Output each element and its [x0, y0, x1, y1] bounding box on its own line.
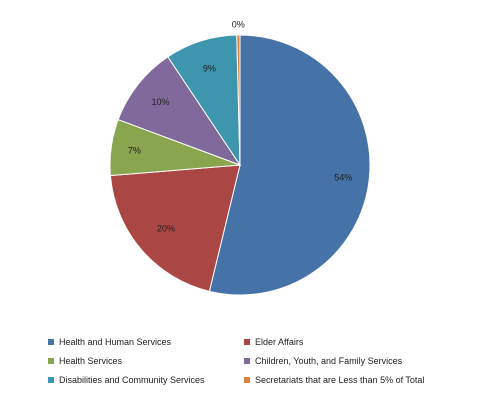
legend-item-secretariats-less-than-5-percent: Secretariats that are Less than 5% of To…: [244, 372, 468, 387]
legend-item-elder-affairs: Elder Affairs: [244, 334, 468, 349]
pie-slice-secretariats-that-are-less-than-5-of-total: [236, 34, 241, 166]
slice-data-label: 0%: [232, 20, 245, 30]
slice-data-label: 20%: [157, 223, 175, 233]
legend-swatch: [48, 338, 54, 345]
legend-swatch: [48, 376, 54, 383]
legend-label: Secretariats that are Less than 5% of To…: [255, 374, 425, 385]
legend-swatch: [244, 338, 250, 345]
legend-item-health-and-human-services: Health and Human Services: [48, 334, 244, 349]
slice-data-label: 10%: [151, 97, 169, 107]
pie-slice-elder-affairs: [109, 164, 241, 292]
legend-item-disabilities-community-services: Disabilities and Community Services: [48, 372, 244, 387]
pie-slice-health-and-human-services: [208, 34, 371, 296]
slice-data-label: 7%: [128, 145, 141, 155]
slice-data-label: 9%: [203, 63, 216, 73]
legend-label: Children, Youth, and Family Services: [255, 355, 403, 366]
pie-slice-children-youth-and-family-services: [117, 56, 242, 167]
legend-label: Disabilities and Community Services: [59, 374, 205, 385]
legend-swatch: [244, 357, 250, 364]
legend-label: Health and Human Services: [59, 336, 172, 347]
legend-swatch: [48, 357, 54, 364]
legend-item-health-services: Health Services: [48, 353, 244, 368]
pie-slice-labels: 54% 20% 7% 10% 9% 0%: [128, 20, 352, 234]
chart-legend: Health and Human Services Elder Affairs …: [48, 334, 468, 387]
legend-label: Elder Affairs: [255, 336, 304, 347]
legend-swatch: [244, 376, 250, 383]
slice-data-label: 54%: [334, 172, 352, 182]
legend-label: Health Services: [59, 355, 123, 366]
pie-slices: [109, 34, 371, 296]
legend-item-children-youth-family-services: Children, Youth, and Family Services: [244, 353, 468, 368]
